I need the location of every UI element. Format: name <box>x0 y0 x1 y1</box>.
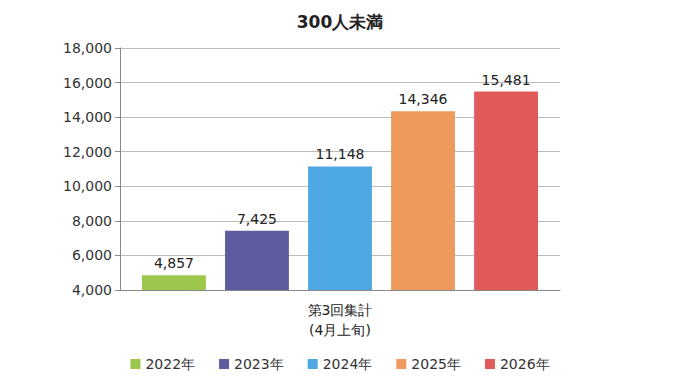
svg-text:12,000: 12,000 <box>63 144 112 160</box>
svg-text:(4月上旬): (4月上旬) <box>309 322 371 338</box>
svg-text:2025年: 2025年 <box>411 356 461 372</box>
svg-text:18,000: 18,000 <box>63 40 112 56</box>
svg-text:7,425: 7,425 <box>237 211 277 227</box>
svg-text:300人未満: 300人未満 <box>297 12 384 32</box>
svg-text:8,000: 8,000 <box>72 213 112 229</box>
svg-text:15,481: 15,481 <box>482 72 531 88</box>
svg-text:2022年: 2022年 <box>145 356 195 372</box>
svg-text:2024年: 2024年 <box>323 356 373 372</box>
svg-text:4,857: 4,857 <box>154 255 194 271</box>
svg-text:10,000: 10,000 <box>63 178 112 194</box>
svg-text:14,000: 14,000 <box>63 109 112 125</box>
svg-text:6,000: 6,000 <box>72 247 112 263</box>
svg-text:16,000: 16,000 <box>63 75 112 91</box>
svg-text:4,000: 4,000 <box>72 282 112 298</box>
svg-text:第3回集計: 第3回集計 <box>308 302 373 318</box>
svg-text:2026年: 2026年 <box>500 356 550 372</box>
svg-text:2023年: 2023年 <box>234 356 284 372</box>
svg-text:14,346: 14,346 <box>399 91 448 107</box>
svg-text:11,148: 11,148 <box>316 146 365 162</box>
